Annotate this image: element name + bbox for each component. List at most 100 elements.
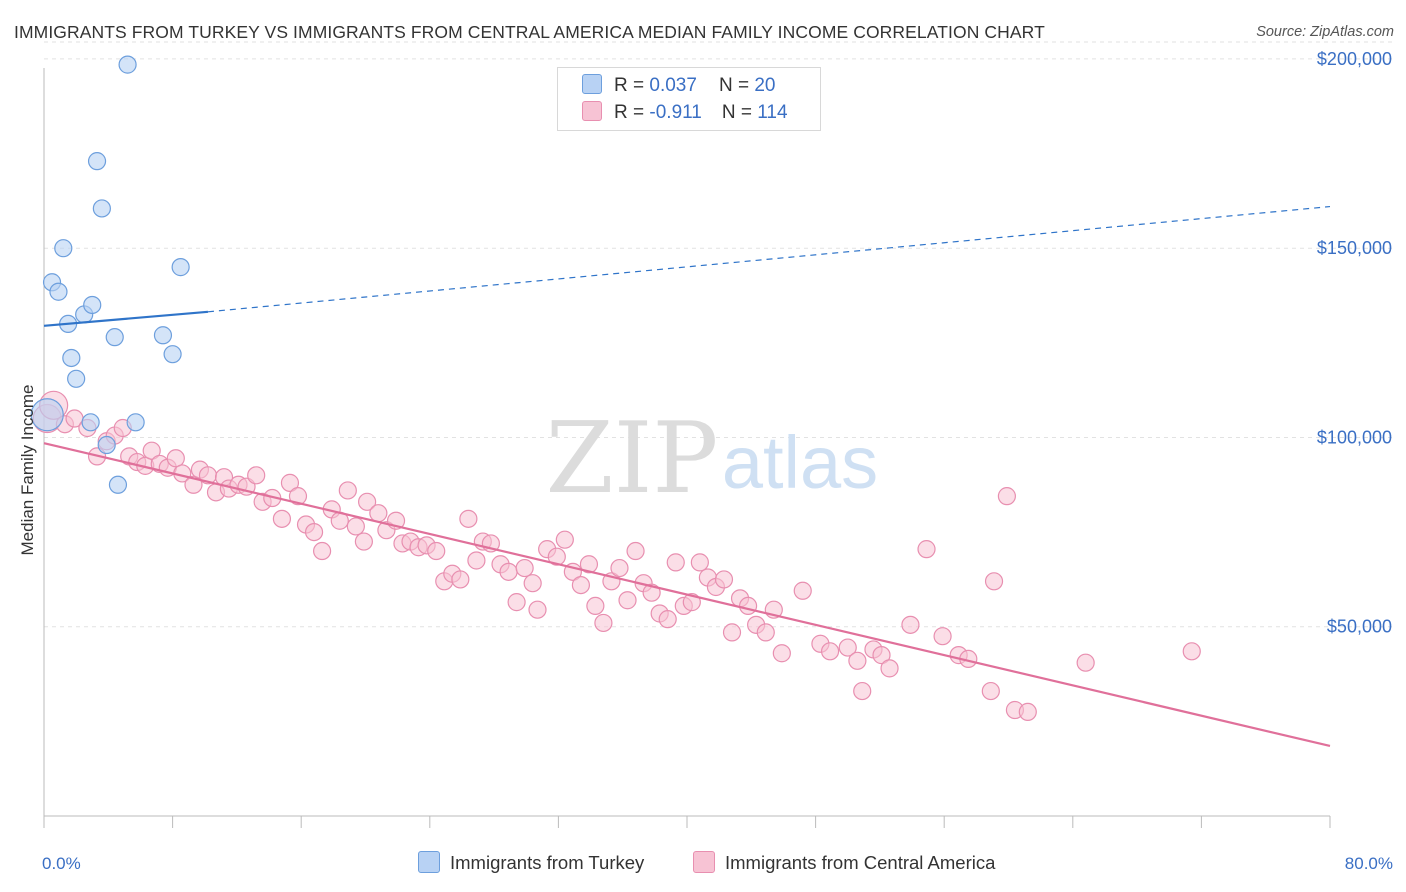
correlation-legend: R = 0.037 N = 20 R = -0.911 N = 114 [557, 67, 821, 131]
legend-row-central-america: R = -0.911 N = 114 [582, 101, 788, 127]
chart-title: IMMIGRANTS FROM TURKEY VS IMMIGRANTS FRO… [14, 22, 1045, 42]
chart-source: Source: ZipAtlas.com [1256, 24, 1394, 40]
x-tick-label-min: 0.0% [42, 854, 81, 873]
point-turkey [105, 328, 124, 347]
point-central-america [280, 473, 300, 492]
watermark-zip: ZIP [546, 402, 719, 516]
point-central-america [354, 532, 373, 551]
point-central-america [571, 575, 591, 595]
legend-r-value-central-america: -0.911 [649, 102, 702, 123]
point-central-america [555, 530, 574, 549]
y-tick-label: $200,000 [1317, 49, 1392, 69]
legend-r-value-turkey: 0.037 [649, 75, 697, 96]
point-central-america [166, 449, 185, 468]
point-turkey [171, 258, 190, 277]
point-central-america [346, 517, 365, 536]
point-central-america [523, 574, 542, 593]
point-central-america [820, 642, 840, 661]
trend-line-central-america [43, 442, 1331, 748]
y-tick-label: $50,000 [1327, 617, 1392, 637]
point-central-america [690, 553, 709, 572]
point-central-america [1018, 702, 1037, 722]
point-central-america [528, 600, 547, 619]
legend-r-label: R = [614, 75, 645, 96]
point-turkey [67, 369, 86, 388]
legend-r-label: R = [614, 102, 645, 123]
point-central-america [642, 583, 661, 602]
y-tick-label: $100,000 [1317, 427, 1392, 447]
point-central-america [901, 615, 920, 634]
point-central-america [984, 572, 1004, 591]
bottom-legend-turkey: Immigrants from Turkey [418, 851, 644, 874]
point-central-america [997, 487, 1016, 506]
point-central-america [1076, 653, 1095, 672]
x-tick-label-max: 80.0% [1345, 854, 1393, 873]
point-central-america [338, 481, 357, 500]
point-central-america [666, 553, 685, 572]
point-central-america [738, 596, 758, 616]
point-central-america [586, 596, 605, 616]
point-central-america [853, 681, 872, 701]
point-central-america [880, 659, 899, 678]
point-central-america [610, 558, 629, 578]
tick-labels: $50,000 $100,000 $150,000 $200,000 0.0% 80.0% [42, 49, 1393, 873]
trend-lines [43, 205, 1331, 748]
watermark: ZIP atlas [546, 402, 879, 516]
point-central-america [288, 487, 308, 506]
point-central-america [848, 651, 867, 670]
point-turkey [163, 345, 182, 364]
y-tick-label: $150,000 [1317, 238, 1392, 258]
point-central-america [722, 623, 742, 642]
point-central-america [184, 475, 203, 494]
legend-n-value-central-america: 114 [757, 102, 788, 123]
point-central-america [142, 441, 161, 460]
point-central-america [714, 570, 734, 589]
point-central-america [626, 541, 645, 561]
point-central-america [594, 613, 613, 633]
point-turkey [49, 282, 68, 301]
point-turkey [87, 152, 107, 171]
point-central-america [459, 509, 478, 528]
point-turkey [153, 326, 173, 345]
point-central-america [618, 591, 637, 610]
trend-line-turkey [43, 310, 209, 327]
watermark-atlas: atlas [722, 421, 878, 504]
point-central-america [369, 504, 388, 523]
point-turkey [118, 55, 137, 74]
point-central-america [467, 551, 486, 570]
point-central-america [304, 522, 324, 542]
point-central-america [247, 466, 266, 485]
point-central-america [272, 509, 292, 528]
point-turkey [30, 398, 64, 432]
bottom-legend-swatch-turkey [418, 851, 440, 873]
point-central-america [756, 623, 775, 642]
trend-line-turkey-extension [207, 205, 1331, 313]
point-central-america [312, 541, 332, 561]
point-central-america [772, 644, 791, 663]
point-central-america [451, 570, 470, 589]
point-central-america [682, 593, 701, 612]
point-central-america [579, 555, 599, 574]
axes [43, 68, 1331, 828]
point-central-america [427, 541, 446, 561]
legend-n-value-turkey: 20 [754, 75, 776, 96]
y-axis-label: Median Family Income [18, 384, 37, 555]
point-central-america [838, 638, 857, 657]
point-central-america [507, 593, 526, 612]
legend-swatch-central-america [582, 101, 602, 121]
legend-swatch-turkey [582, 74, 602, 94]
grid-lines [44, 41, 1392, 628]
point-central-america [933, 627, 952, 646]
point-central-america [515, 558, 534, 578]
legend-n-label: N = [718, 75, 750, 96]
legend-row-turkey: R = 0.037 N = 20 [582, 74, 775, 100]
point-turkey [108, 475, 128, 494]
point-central-america [872, 646, 891, 665]
point-turkey [126, 413, 145, 432]
point-turkey [97, 435, 116, 455]
point-turkey [62, 348, 81, 368]
point-central-america [499, 562, 518, 581]
point-central-america [547, 547, 566, 566]
bottom-legend-swatch-central-america [693, 851, 715, 873]
bottom-legend-central-america: Immigrants from Central America [693, 851, 995, 874]
